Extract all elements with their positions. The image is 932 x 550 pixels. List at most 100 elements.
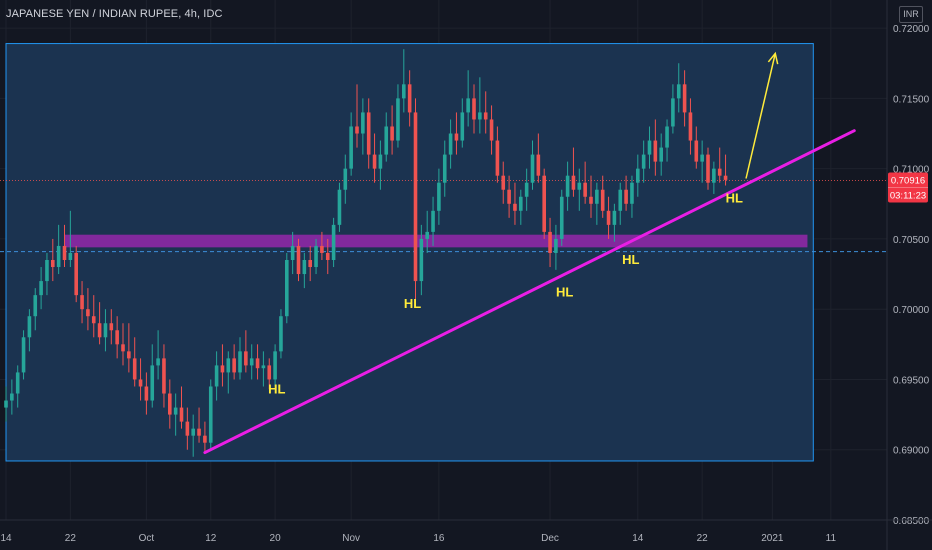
candle-body (454, 133, 459, 141)
candle-body (314, 245, 318, 268)
candle-body (296, 245, 301, 275)
candle-body (618, 189, 623, 211)
candle-body (226, 358, 231, 373)
candle-body (191, 428, 195, 436)
candle-body (103, 323, 108, 338)
candle-body (197, 428, 201, 436)
rising-trendline[interactable] (203, 129, 856, 455)
candle-body (448, 133, 453, 155)
price-badge-layer: 0.70916 03:11:23 (888, 172, 928, 203)
candle-body (337, 189, 342, 225)
candle-body (524, 182, 529, 197)
candle-body (91, 316, 96, 324)
candle-body (478, 112, 482, 120)
time-tick-label: 22 (65, 533, 77, 544)
time-tick-label: 12 (205, 533, 217, 544)
time-tick-label: Nov (342, 533, 360, 544)
price-tick-label: 0.71000 (893, 165, 930, 176)
candle-body (179, 407, 184, 422)
candle-body (121, 344, 125, 352)
candle-body (402, 84, 406, 99)
candle-body (325, 252, 330, 260)
candle-body (273, 351, 277, 380)
candle-body (565, 175, 570, 197)
candle-body (349, 126, 353, 169)
candle-body (109, 323, 114, 331)
candle-body (4, 400, 8, 408)
candle-body (653, 140, 658, 162)
candle-body (220, 365, 225, 373)
candle-body (185, 421, 190, 436)
candle-body (571, 175, 576, 190)
candle-body (407, 84, 412, 113)
candle-body (548, 231, 552, 253)
support-zone[interactable] (64, 234, 808, 248)
candle-body (396, 98, 400, 141)
candle-body (308, 260, 312, 268)
candle-body (606, 210, 611, 225)
candle-body (156, 358, 160, 366)
candle-body (232, 358, 236, 373)
candle-body (641, 154, 646, 169)
candle-body (132, 358, 137, 380)
projection-arrow[interactable] (745, 53, 777, 179)
price-tick-label: 0.69000 (893, 446, 930, 457)
candle-body (706, 154, 710, 183)
candle-body (460, 112, 465, 141)
time-axis: 14 22 Oct 12 20 Nov 16 Dec 14 22 2021 11 (0, 519, 932, 544)
candle-body (390, 126, 394, 141)
candle-body (249, 358, 254, 366)
candle-body (466, 98, 470, 113)
candle-body (39, 281, 43, 296)
candle-body (671, 98, 675, 127)
candle-body (62, 245, 67, 260)
candle-body (612, 210, 617, 225)
candle-body (168, 393, 172, 415)
candle-body (659, 147, 663, 162)
candle-body (630, 182, 634, 204)
price-tick-label: 0.68500 (893, 516, 930, 527)
candle-body (665, 126, 669, 148)
price-tick-label: 0.71500 (893, 94, 930, 105)
time-tick-label: Oct (139, 533, 155, 544)
price-tick-label: 0.70000 (893, 305, 930, 316)
drawings-layer (203, 51, 856, 455)
candle-body (589, 196, 593, 204)
candle-body (144, 386, 149, 401)
candle-body (431, 210, 435, 232)
price-tick-label: 0.70500 (893, 235, 930, 246)
candle-body (320, 245, 324, 253)
candle-body (583, 182, 587, 197)
candle-body (255, 358, 260, 369)
candle-body (554, 238, 558, 253)
current-price-label: 0.70916 (891, 175, 925, 186)
candle-body (723, 175, 728, 180)
candle-body (33, 295, 38, 317)
currency-button[interactable]: INR (899, 6, 923, 23)
candle-body (712, 168, 716, 183)
countdown-label: 03:11:23 (890, 190, 926, 201)
candle-body (10, 393, 14, 401)
hl-label: HL (556, 285, 573, 300)
candle-body (285, 260, 289, 317)
candle-body (688, 112, 693, 141)
time-tick-label: 14 (0, 533, 12, 544)
candle-body (21, 337, 26, 373)
candle-body (74, 252, 78, 296)
candle-body (483, 112, 488, 120)
candle-body (413, 112, 418, 282)
candle-body (425, 231, 429, 239)
candle-body (51, 260, 55, 268)
candle-body (80, 295, 84, 310)
candle-body (489, 119, 494, 141)
candle-body (694, 140, 699, 162)
candle-body (97, 323, 102, 338)
candle-body (27, 316, 32, 338)
candle-body (203, 435, 207, 443)
candle-body (419, 238, 424, 282)
candle-body (595, 189, 599, 204)
candle-body (501, 175, 506, 190)
candle-body (682, 84, 687, 113)
